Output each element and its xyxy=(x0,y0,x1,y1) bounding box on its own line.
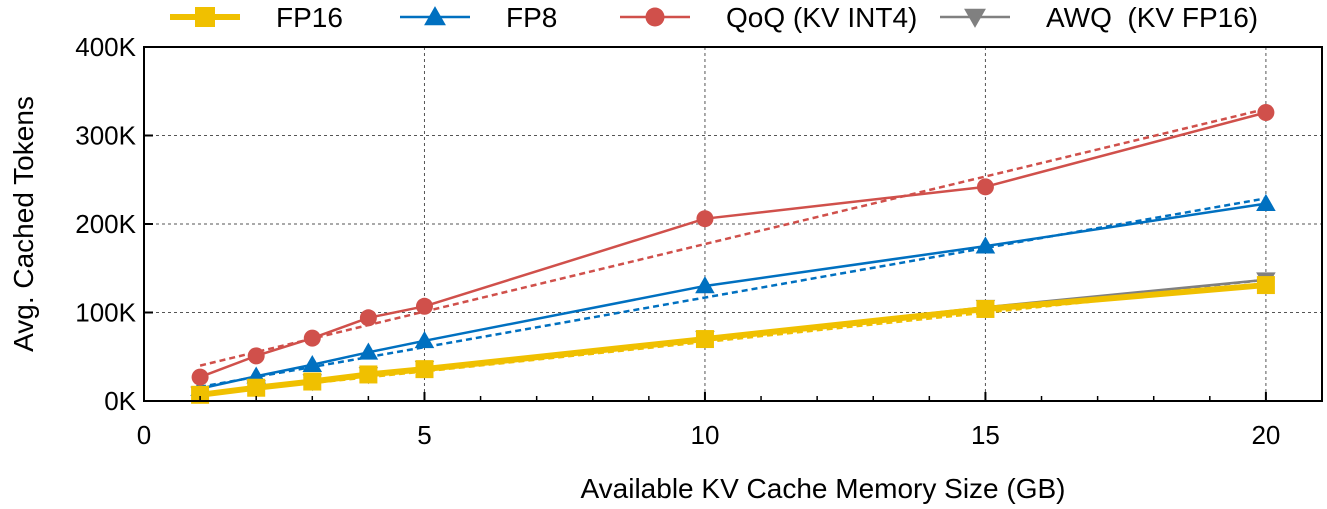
fp16-point xyxy=(976,299,995,318)
x-axis-title: Available KV Cache Memory Size (GB) xyxy=(581,473,1066,504)
fp8-point xyxy=(975,236,996,254)
x-tick-label: 10 xyxy=(690,420,719,450)
fp8-legend-label: FP8 xyxy=(506,2,557,33)
fp16-point xyxy=(359,365,378,384)
fp16-point xyxy=(303,372,322,391)
fp8-point xyxy=(414,331,435,349)
series-layer xyxy=(190,103,1276,404)
qoq-kv-int4-point xyxy=(696,210,714,228)
fp16-point xyxy=(247,378,266,397)
fp16-point xyxy=(1256,276,1275,295)
x-tick-label: 5 xyxy=(417,420,431,450)
legend: FP16 FP8 QoQ (KV INT4) AWQ (KV FP16) xyxy=(170,2,1258,33)
qoq-kv-int4-point xyxy=(1257,103,1275,121)
x-tick-label: 0 xyxy=(137,420,151,450)
qoq-kv-int4-point xyxy=(415,297,433,315)
y-tick-label: 0K xyxy=(104,386,136,416)
qoq-kv-int4-point xyxy=(976,178,994,196)
y-tick-label: 400K xyxy=(75,32,136,62)
fp16-line xyxy=(199,282,1267,398)
qoq-kv-int4-legend-marker xyxy=(645,7,665,27)
fp16-point xyxy=(695,330,714,349)
qoq-kv-int4-point xyxy=(359,309,377,327)
fp16-point xyxy=(191,385,210,404)
fp8-line xyxy=(199,202,1267,390)
fp16-legend-label: FP16 xyxy=(276,2,343,33)
qoq-kv-int4-point xyxy=(247,347,265,365)
qoq-kv-int4-point xyxy=(191,368,209,386)
qoq-kv-int4-line xyxy=(199,111,1267,379)
fp8-point xyxy=(358,342,379,360)
awq-kv-fp16-legend-marker xyxy=(964,8,986,28)
fp8-point xyxy=(695,276,715,294)
fp8-point xyxy=(1256,193,1276,211)
fp16-legend-marker xyxy=(195,7,215,27)
y-tick-label: 100K xyxy=(75,298,136,328)
awq-kv-fp16-legend-label: AWQ (KV FP16) xyxy=(1046,2,1258,33)
y-tick-label: 200K xyxy=(75,209,136,239)
fp8-legend-marker xyxy=(424,6,446,26)
trend-layer xyxy=(199,107,1267,397)
y-tick-label: 300K xyxy=(75,121,136,151)
qoq-kv-int4-legend-label: QoQ (KV INT4) xyxy=(726,2,917,33)
qoq-kv-int4-point xyxy=(303,329,321,347)
grid-layer xyxy=(144,47,1322,401)
qoq-kv-int4-trend-line xyxy=(199,107,1267,367)
fp8-point xyxy=(302,354,323,373)
x-tick-label: 20 xyxy=(1251,420,1280,450)
fp16-point xyxy=(415,360,434,379)
x-tick-label: 15 xyxy=(971,420,1000,450)
y-axis-title: Avg. Cached Tokens xyxy=(8,96,39,352)
